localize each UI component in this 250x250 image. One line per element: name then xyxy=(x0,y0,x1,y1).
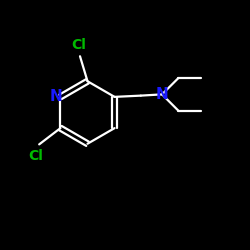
Text: N: N xyxy=(50,90,62,104)
Text: Cl: Cl xyxy=(28,149,43,163)
Text: N: N xyxy=(156,87,168,102)
Text: Cl: Cl xyxy=(71,38,86,52)
